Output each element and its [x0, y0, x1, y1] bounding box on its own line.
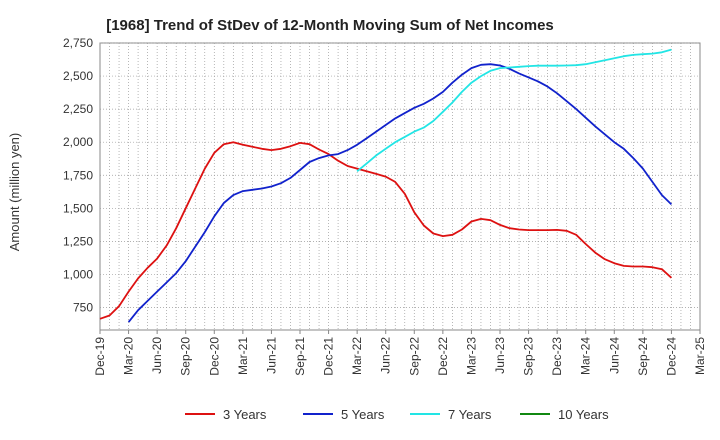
y-tick-label: 2,750	[63, 36, 93, 50]
x-tick-label: Mar-23	[464, 337, 478, 375]
x-tick-label: Dec-22	[436, 337, 450, 376]
x-tick-label: Dec-23	[550, 337, 564, 376]
x-tick-label: Dec-19	[93, 337, 107, 376]
x-tick-label: Dec-24	[664, 337, 678, 376]
y-tick-label: 1,250	[63, 234, 93, 248]
x-tick-label: Sep-22	[407, 337, 421, 376]
y-tick-label: 2,250	[63, 102, 93, 116]
legend-label-5-years: 5 Years	[341, 407, 385, 422]
x-tick-label: Sep-23	[522, 337, 536, 376]
y-tick-label: 2,500	[63, 69, 93, 83]
x-tick-label: Mar-22	[350, 337, 364, 375]
x-tick-label: Jun-21	[264, 337, 278, 374]
x-tick-label: Jun-24	[607, 337, 621, 374]
x-tick-label: Dec-21	[322, 337, 336, 376]
x-tick-label: Sep-24	[636, 337, 650, 376]
y-axis: 750 1,000 1,250 1,500 1,750 2,000 2,250 2,500 2,…	[63, 36, 93, 315]
chart-title: [1968] Trend of StDev of 12-Month Moving…	[106, 17, 554, 34]
series-layer	[99, 48, 673, 323]
x-tick-label: Jun-23	[493, 337, 507, 374]
x-tick-label: Jun-22	[379, 337, 393, 374]
x-tick-label: Mar-25	[693, 337, 707, 375]
series-line-5-years	[127, 63, 673, 323]
series-line-3-years	[99, 141, 673, 320]
y-tick-label: 750	[73, 301, 93, 315]
x-tick-label: Mar-24	[579, 337, 593, 375]
x-tick-label: Mar-21	[236, 337, 250, 375]
y-tick-label: 1,750	[63, 168, 93, 182]
x-tick-label: Dec-20	[207, 337, 221, 376]
series-line-7-years	[356, 48, 672, 172]
legend-label-3-years: 3 Years	[223, 407, 267, 422]
x-tick-label: Jun-20	[150, 337, 164, 374]
y-tick-label: 1,000	[63, 267, 93, 281]
y-tick-label: 2,000	[63, 135, 93, 149]
x-axis: Dec-19 Mar-20 Jun-20 Sep-20 Dec-20 Mar-21 Jun-…	[93, 330, 707, 376]
legend-label-10-years: 10 Years	[558, 407, 609, 422]
x-tick-label: Mar-20	[122, 337, 136, 375]
y-tick-label: 1,500	[63, 201, 93, 215]
x-tick-label: Sep-20	[179, 337, 193, 376]
x-tick-label: Sep-21	[293, 337, 307, 376]
legend: 3 Years 5 Years 7 Years 10 Years	[185, 407, 609, 422]
y-axis-label: Amount (million yen)	[7, 133, 22, 252]
legend-label-7-years: 7 Years	[448, 407, 492, 422]
